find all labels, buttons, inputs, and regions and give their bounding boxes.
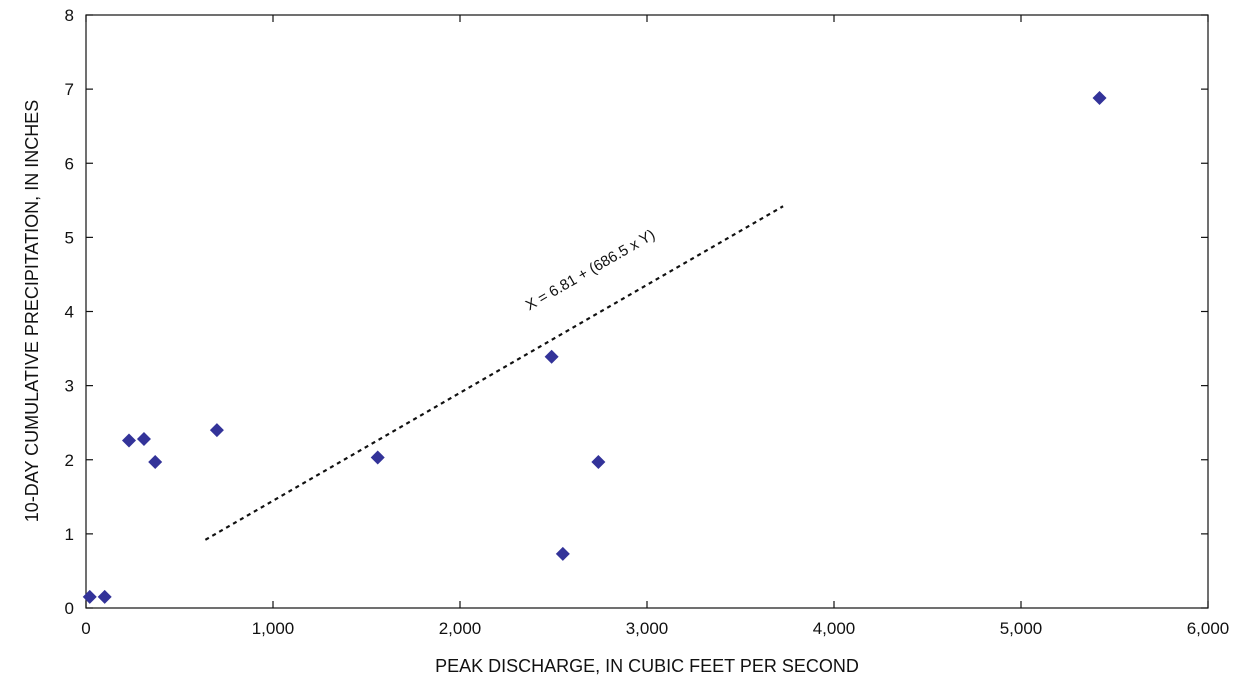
data-point: [209, 423, 224, 438]
y-tick-label: 4: [65, 303, 74, 322]
data-point: [544, 349, 559, 364]
x-tick-label: 3,000: [626, 619, 669, 638]
data-point: [1092, 91, 1107, 106]
x-tick-label: 0: [81, 619, 90, 638]
data-point: [122, 433, 137, 448]
y-axis: 0 1 2 3 4 5 6 7 8: [65, 6, 1208, 618]
data-point: [148, 454, 163, 469]
y-tick-label: 7: [65, 80, 74, 99]
y-axis-title: 10-DAY CUMULATIVE PRECIPITATION, IN INCH…: [22, 100, 42, 522]
y-tick-label: 6: [65, 154, 74, 173]
data-point: [136, 431, 151, 446]
x-tick-label: 1,000: [252, 619, 295, 638]
data-point: [82, 589, 97, 604]
plot-frame: [85, 14, 1209, 609]
data-point: [555, 546, 570, 561]
y-tick-label: 0: [65, 599, 74, 618]
y-tick-label: 5: [65, 228, 74, 247]
y-tick-label: 8: [65, 6, 74, 25]
x-tick-label: 2,000: [439, 619, 482, 638]
x-tick-label: 4,000: [813, 619, 856, 638]
trendline: [204, 205, 784, 541]
y-tick-label: 3: [65, 377, 74, 396]
data-points: [82, 91, 1107, 604]
x-axis: 0 1,000 2,000 3,000 4,000 5,000 6,000: [81, 15, 1229, 638]
x-tick-label: 5,000: [1000, 619, 1043, 638]
y-tick-label: 2: [65, 451, 74, 470]
data-point: [591, 454, 606, 469]
x-tick-label: 6,000: [1187, 619, 1230, 638]
y-tick-label: 1: [65, 525, 74, 544]
data-point: [370, 450, 385, 465]
trendline-equation-label: X = 6.81 + (686.5 x Y): [523, 226, 658, 314]
data-point: [97, 589, 112, 604]
x-axis-title: PEAK DISCHARGE, IN CUBIC FEET PER SECOND: [435, 656, 859, 676]
